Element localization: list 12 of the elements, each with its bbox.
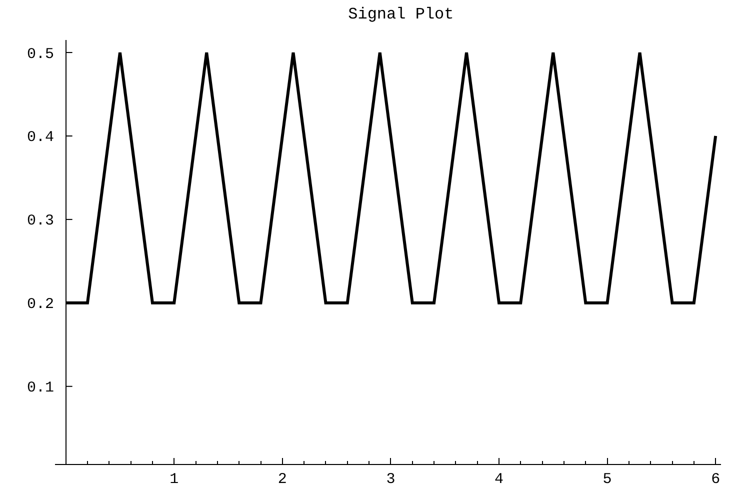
chart-title: Signal Plot [348,6,454,24]
x-tick-label: 2 [278,471,287,488]
y-tick-label: 0.2 [26,296,54,314]
y-tick-label: 0.3 [26,212,54,230]
y-tick-label: 0.4 [26,129,54,146]
x-tick-label: 6 [711,471,720,488]
y-tick-label: 0.1 [26,380,54,397]
x-tick-label: 5 [602,471,612,488]
x-tick-label: 4 [494,471,504,488]
x-tick-label: 1 [170,471,179,488]
y-tick-label: 0.5 [26,46,54,63]
x-tick-label: 3 [386,471,396,488]
